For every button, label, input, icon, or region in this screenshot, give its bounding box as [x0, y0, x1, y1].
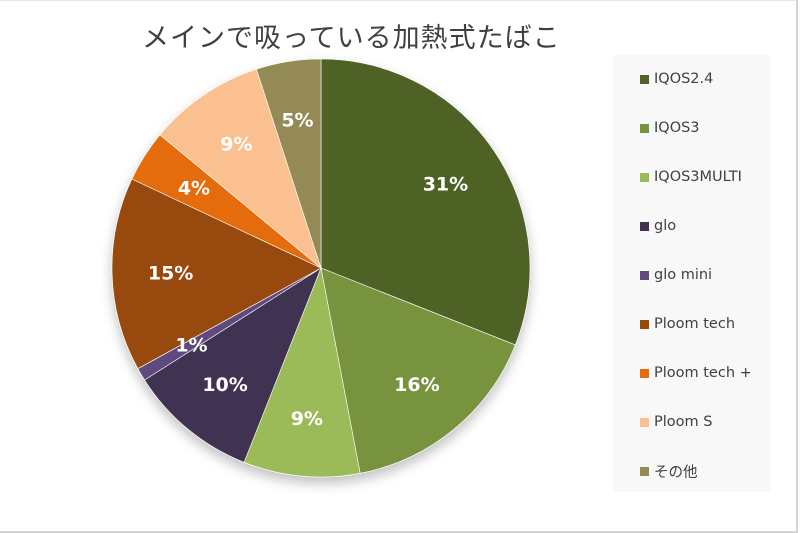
legend-item: Ploom S [640, 412, 712, 432]
legend-label: IQOS3 [654, 120, 700, 136]
pie-slice-ploom-tech [111, 178, 322, 370]
data-label: 4% [178, 177, 210, 199]
data-label: 5% [281, 109, 313, 131]
legend-item: Ploom tech + [640, 363, 752, 383]
data-label: 15% [148, 263, 193, 285]
data-label: 9% [291, 408, 323, 430]
legend-item: IQOS2.4 [640, 69, 713, 89]
pie-slice-ploom-s [159, 68, 322, 269]
data-label: 10% [202, 374, 247, 396]
legend-swatch-icon [640, 74, 649, 84]
legend-swatch-icon [640, 123, 649, 133]
pie-data-labels: 31% 16% 9% 10% 1% 15% 4% 9% 5% [148, 109, 468, 429]
pie-slice-- [256, 58, 322, 269]
legend-swatch-icon [640, 417, 649, 427]
legend-item: IQOS3MULTI [640, 167, 742, 187]
data-label: 31% [423, 173, 468, 195]
legend-label: Ploom S [654, 414, 713, 430]
legend-swatch-icon [640, 466, 649, 476]
legend-label: glo mini [654, 267, 713, 283]
legend-swatch-icon [640, 221, 649, 231]
legend: IQOS2.4 IQOS3 IQOS3MULTI glo glo mini Ploom t… [613, 55, 770, 492]
legend-item: glo [640, 216, 676, 236]
legend-item: IQOS3 [640, 118, 700, 138]
legend-label: Ploom tech + [654, 365, 752, 381]
legend-label: glo [654, 218, 677, 234]
pie-slice-iqos2-4 [320, 58, 531, 346]
legend-label: IQOS3MULTI [654, 169, 742, 185]
legend-swatch-icon [640, 319, 649, 329]
legend-swatch-icon [640, 368, 649, 378]
pie-slice-glo [144, 267, 322, 463]
chart-title: メインで吸っている加熱式たばこ [142, 23, 561, 54]
legend-label: その他 [654, 464, 698, 481]
legend-label: IQOS2.4 [654, 71, 714, 87]
legend-item: glo mini [640, 265, 712, 285]
data-label: 9% [220, 134, 252, 156]
data-label: 16% [394, 374, 439, 396]
legend-item: その他 [640, 461, 698, 481]
pie-slice-iqos3multi [243, 266, 361, 478]
legend-label: Ploom tech [654, 316, 736, 332]
pie-slice-iqos3 [320, 267, 516, 474]
legend-item: Ploom tech [640, 314, 735, 334]
legend-swatch-icon [640, 270, 649, 280]
pie-slices [111, 58, 531, 478]
data-label: 1% [175, 335, 207, 357]
legend-swatch-icon [640, 172, 649, 182]
